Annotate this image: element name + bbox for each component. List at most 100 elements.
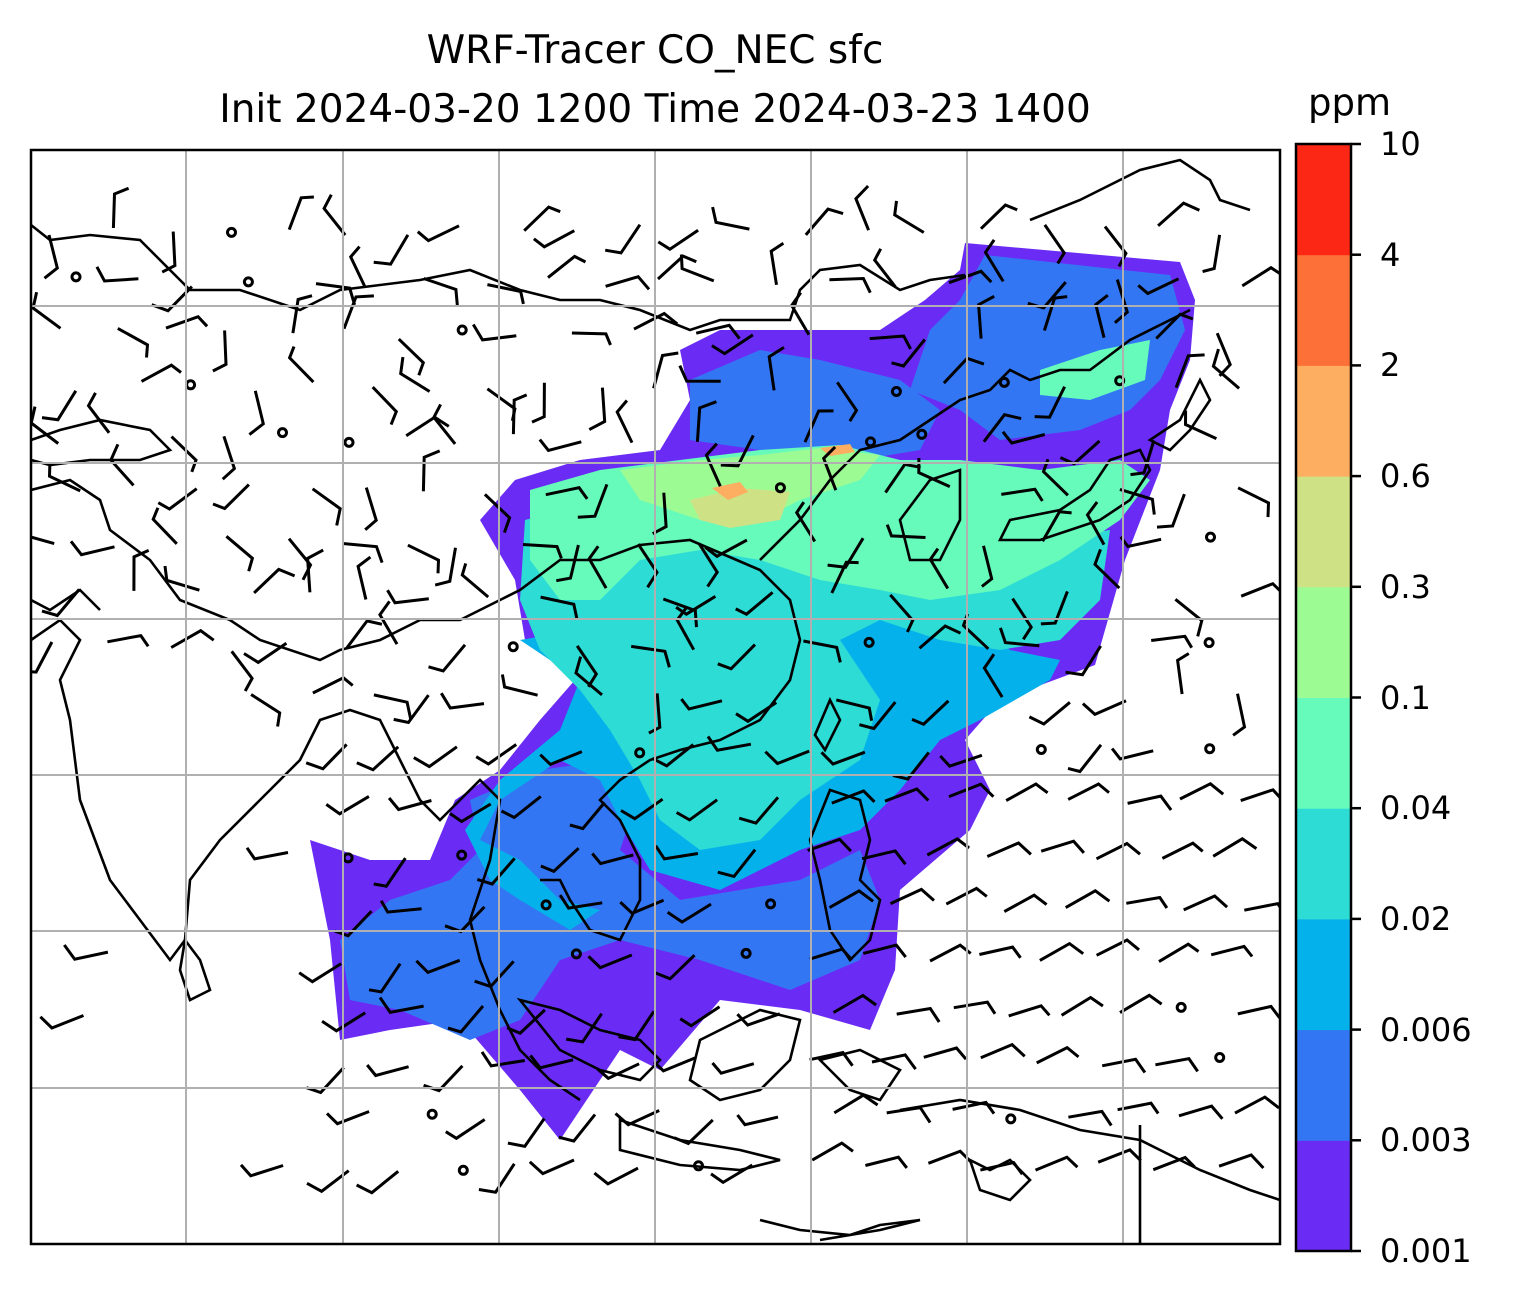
- wind-barb: [1042, 295, 1068, 331]
- wind-barb: [574, 656, 603, 697]
- wind-barb: [1040, 839, 1086, 854]
- wind-barb: [1232, 693, 1247, 737]
- wind-barb: [245, 846, 289, 861]
- wind-barb: [1179, 782, 1225, 801]
- wind-barb: [829, 276, 872, 294]
- wind-barb: [1001, 487, 1044, 502]
- wind-barb: [569, 801, 606, 831]
- wind-barb: [1174, 353, 1205, 389]
- wind-barb: [378, 996, 424, 1014]
- wind-barb: [980, 1160, 1024, 1176]
- wind-barb: [540, 595, 579, 620]
- wind-barb: [315, 282, 357, 306]
- wind-barb: [735, 591, 774, 616]
- wind-barb: [605, 274, 651, 291]
- wind-barb: [474, 960, 515, 989]
- colorbar-swatch: [1296, 1029, 1351, 1141]
- wind-barb: [1067, 743, 1103, 774]
- wind-barb: [630, 644, 671, 668]
- wind-barb: [1117, 1101, 1160, 1115]
- wind-barb: [1095, 938, 1140, 957]
- wind-barb: [1240, 788, 1280, 803]
- calm-wind-marker: [343, 436, 355, 448]
- wind-barb: [445, 1118, 486, 1141]
- wind-barb: [371, 386, 399, 426]
- colorbar-tick-label: 0.3: [1380, 567, 1431, 606]
- calm-wind-marker: [457, 1164, 469, 1176]
- wind-barb: [923, 1046, 968, 1061]
- wind-barb: [886, 1105, 932, 1124]
- wind-barb: [460, 562, 490, 599]
- colorbar-tick-label: 0.006: [1380, 1010, 1472, 1049]
- wind-barb: [893, 200, 925, 234]
- field-level-8: [712, 482, 748, 500]
- wind-barb: [1218, 1153, 1265, 1170]
- wind-barb: [821, 445, 838, 491]
- wind-barb: [355, 1170, 400, 1195]
- wind-barb: [807, 837, 852, 853]
- colorbar-tick-label: 0.02: [1380, 899, 1452, 938]
- calm-wind-marker: [342, 852, 354, 864]
- wind-barb: [1130, 439, 1156, 477]
- wind-barb: [480, 1051, 526, 1068]
- wind-barb: [287, 537, 313, 581]
- calm-wind-marker: [693, 1160, 704, 1172]
- wind-barb: [654, 954, 696, 981]
- wind-barb: [794, 501, 817, 543]
- wind-barb: [711, 1062, 755, 1075]
- wind-barb: [1039, 941, 1085, 962]
- wind-barb: [809, 947, 854, 961]
- wind-barb: [832, 993, 877, 1014]
- chart-title-line2: Init 2024-03-20 1200 Time 2024-03-23 140…: [219, 87, 1091, 132]
- wind-barb: [306, 1066, 345, 1095]
- wind-barb: [539, 750, 583, 767]
- wind-barb: [69, 540, 115, 557]
- colorbar-tick-label: 10: [1380, 125, 1421, 163]
- wind-barb: [111, 186, 130, 229]
- wind-barb: [529, 1054, 574, 1070]
- wind-barb: [373, 693, 413, 720]
- wind-barb: [305, 743, 348, 771]
- wind-barb: [711, 333, 754, 356]
- wind-barb: [1095, 841, 1141, 861]
- wind-barb: [835, 698, 874, 721]
- colorbar-tick-label: 0.04: [1380, 789, 1452, 828]
- wind-barb: [889, 593, 915, 633]
- wind-barb: [1097, 1148, 1142, 1164]
- colorbar-swatch: [1296, 144, 1351, 256]
- wind-barb: [248, 390, 265, 436]
- wind-barb: [587, 953, 633, 970]
- wind-barb: [151, 507, 178, 545]
- wind-barb: [107, 633, 150, 648]
- wind-barb: [820, 750, 866, 766]
- wind-barb: [811, 1141, 854, 1162]
- wind-barb: [478, 1162, 516, 1194]
- wind-barb: [449, 802, 492, 824]
- wind-barb: [545, 486, 589, 500]
- wind-barb: [1175, 652, 1190, 695]
- wind-barb: [165, 314, 209, 330]
- wind-barb: [39, 1014, 85, 1030]
- wind-barb: [1113, 279, 1130, 324]
- wind-barb: [588, 387, 607, 431]
- wind-barb: [695, 400, 717, 442]
- colorbar-tick-label: 0.001: [1380, 1232, 1472, 1270]
- wind-barb: [680, 698, 723, 711]
- wind-barb: [212, 483, 250, 511]
- wind-barb: [1211, 348, 1241, 390]
- wind-barb: [1127, 794, 1173, 811]
- wind-barb: [1174, 598, 1204, 637]
- wind-barb: [717, 643, 757, 671]
- wind-barb: [1151, 634, 1193, 649]
- wind-barb: [1137, 277, 1180, 296]
- wind-barb: [31, 641, 54, 674]
- wind-barb: [710, 1163, 754, 1185]
- wind-barb: [558, 1113, 597, 1143]
- wind-barb: [170, 628, 215, 649]
- calm-wind-marker: [1035, 744, 1047, 755]
- wind-barb: [1156, 493, 1186, 529]
- map-frame: [29, 148, 1282, 1246]
- wind-barb: [865, 1155, 908, 1169]
- wind-barb: [662, 597, 698, 628]
- wind-barb: [675, 798, 718, 822]
